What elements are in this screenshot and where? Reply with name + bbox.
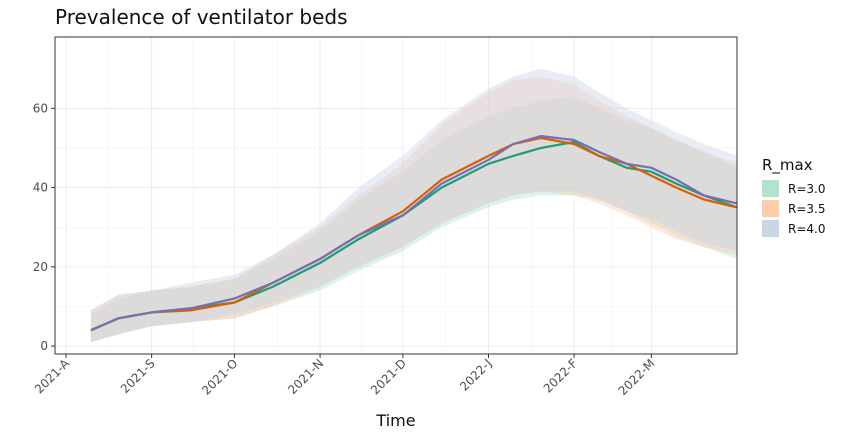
y-tick-label: 0 <box>40 339 48 353</box>
x-tick-label: 2021-A <box>32 356 73 397</box>
y-tick-label: 60 <box>33 101 48 115</box>
x-tick-label: 2022-M <box>616 356 658 398</box>
x-tick-label: 2021-N <box>285 356 326 397</box>
legend-swatch-R=3.5 <box>762 200 779 217</box>
y-tick-label: 20 <box>33 260 48 274</box>
legend-label-R=3.0: R=3.0 <box>788 182 825 196</box>
ribbon-R=3.0 <box>90 96 737 343</box>
y-tick-label: 40 <box>33 181 48 195</box>
legend-swatch-R=3.0 <box>762 180 779 197</box>
legend-swatch-R=4.0 <box>762 220 779 237</box>
plot-background <box>55 37 737 354</box>
legend-label-R=3.5: R=3.5 <box>788 202 825 216</box>
plot-area: 0 20 40 60 2021-A 2021-S 2021-O 2021-N 2021-D 202… <box>32 36 738 398</box>
x-axis-title: Time <box>375 411 415 430</box>
legend-title: R_max <box>762 156 813 175</box>
series-line-R=4.0 <box>90 135 738 332</box>
chart-title: Prevalence of ventilator beds <box>55 5 348 29</box>
legend-label-R=4.0: R=4.0 <box>788 222 825 236</box>
x-tick-label: 2021-S <box>118 356 158 396</box>
x-tick-label: 2022-F <box>541 356 581 396</box>
x-tick-label: 2022-J <box>457 356 495 394</box>
x-tick-label: 2021-O <box>199 356 240 397</box>
panel-border <box>54 36 738 355</box>
legend: R_max R=3.0 R=3.5 R=4.0 <box>762 156 825 237</box>
x-tick-label: 2021-D <box>368 356 409 397</box>
series-line-R=3.5 <box>90 136 738 332</box>
